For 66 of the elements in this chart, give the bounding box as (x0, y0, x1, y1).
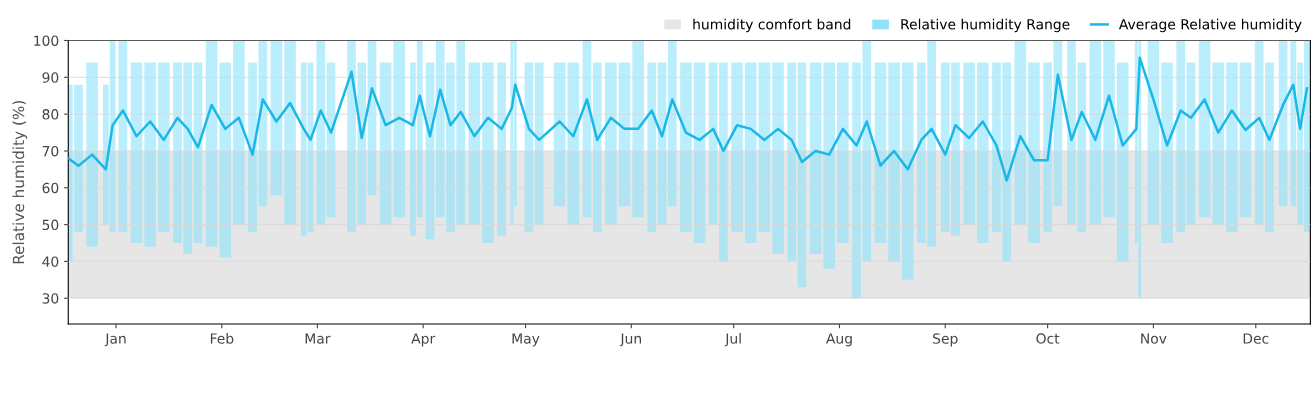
x-tick-label: May (512, 333, 540, 347)
x-tick-label: Oct (1036, 333, 1060, 344)
bar (992, 62, 1001, 232)
bar (1043, 62, 1052, 232)
bar (963, 62, 975, 225)
y-tick-label: 100 (34, 35, 59, 46)
bar (837, 62, 849, 243)
legend-label: Average Relative humidity (1118, 18, 1302, 33)
bar (497, 62, 506, 236)
bar (1028, 62, 1040, 243)
x-tick-label: Feb (210, 333, 234, 344)
y-tick-label: 90 (42, 72, 59, 83)
bar (347, 40, 356, 232)
x-tick-label: Nov (1141, 333, 1167, 344)
bar (1161, 62, 1173, 243)
bar (1002, 62, 1012, 262)
bar (719, 62, 728, 262)
y-tick-label: 30 (42, 293, 59, 304)
bar (446, 62, 455, 232)
bar (534, 62, 544, 225)
bar (940, 62, 950, 232)
bar (708, 62, 718, 225)
bar (316, 40, 326, 225)
bar (862, 40, 872, 262)
bar (917, 62, 926, 243)
x-tick-label: Aug (826, 333, 852, 347)
bar (772, 62, 784, 255)
bar (731, 62, 743, 232)
y-tick-label: 80 (42, 109, 59, 120)
bar (888, 62, 900, 262)
x-tick-label: Jun (619, 333, 641, 347)
y-axis-title: Relative humidity (%) (12, 100, 28, 264)
bar (456, 40, 466, 225)
bar (1067, 40, 1076, 225)
bar (951, 62, 960, 236)
x-tick-label: Jan (104, 333, 126, 347)
bar (667, 40, 677, 207)
bar (482, 62, 494, 243)
legend-label: Relative humidity Range (901, 18, 1070, 33)
bar (605, 62, 617, 225)
bar (1176, 40, 1186, 232)
bar (1254, 40, 1264, 225)
x-tick-label: Apr (411, 333, 436, 347)
bar (1265, 62, 1274, 232)
bar (592, 62, 602, 232)
y-tick-label: 70 (42, 145, 59, 157)
x-tick-label: Dec (1243, 333, 1269, 344)
y-tick-label: 60 (42, 182, 59, 194)
y-tick-label: 50 (42, 219, 59, 231)
bar (284, 40, 296, 225)
y-tick-label: 40 (42, 256, 59, 267)
x-tick-label: Mar (305, 333, 331, 344)
x-tick-label: Jul (724, 333, 741, 347)
bar (1226, 62, 1238, 232)
bar (680, 62, 692, 232)
bar (435, 40, 445, 218)
bar (1077, 62, 1087, 232)
bar (927, 40, 936, 247)
bar (647, 62, 657, 232)
x-tick-label: Sep (933, 333, 958, 347)
legend-label: humidity comfort band (693, 18, 851, 33)
bar (852, 62, 861, 299)
bar (632, 40, 644, 218)
bar (1103, 40, 1115, 218)
bar (787, 62, 797, 262)
bar (357, 62, 367, 225)
